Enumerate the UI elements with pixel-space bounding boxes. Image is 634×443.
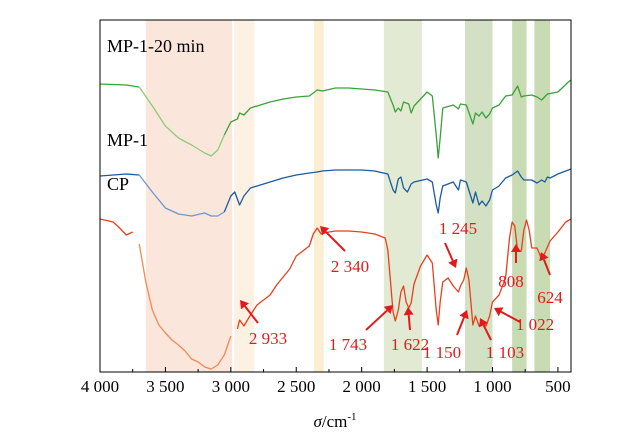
- x-tick-label-2500: 2 500: [277, 377, 315, 396]
- series-line-mp-1-broad: [138, 174, 225, 217]
- annotation-label-1743: 1 743: [329, 335, 367, 354]
- annotation-arrow-line-1245: [444, 242, 454, 262]
- series-line-mp-1-20-min-main: [223, 79, 571, 159]
- shaded-band-0: [145, 20, 233, 372]
- annotation-label-624: 624: [537, 288, 563, 307]
- x-axis-unit: /cm: [322, 412, 348, 431]
- shaded-band-5: [512, 20, 527, 372]
- shaded-band-6: [534, 20, 551, 372]
- series-line-mp-1-20-min-broad: [138, 86, 225, 157]
- annotation-arrowhead-1103: [479, 318, 489, 328]
- annotation-arrow-line-1622: [407, 314, 411, 331]
- x-tick-label-3500: 3 500: [146, 377, 184, 396]
- annotation-arrow-line-1103: [482, 324, 492, 341]
- annotation-label-808: 808: [498, 272, 524, 291]
- annotation-arrowhead-1743: [383, 305, 393, 315]
- annotation-arrowhead-624: [539, 252, 549, 262]
- x-tick-label-500: 500: [545, 377, 571, 396]
- annotation-label-1103: 1 103: [486, 343, 524, 362]
- annotation-arrow-line-1150: [456, 317, 465, 336]
- x-tick-label-1500: 1 500: [408, 377, 446, 396]
- series-line-cp-main: [236, 218, 571, 330]
- x-axis-unit-exponent: -1: [347, 411, 356, 423]
- annotation-arrow-line-2933: [244, 305, 259, 324]
- annotation-label-1245: 1 245: [439, 219, 477, 238]
- shaded-band-2: [313, 20, 324, 372]
- annotation-label-1150: 1 150: [423, 343, 461, 362]
- annotation-label-1022: 1 022: [516, 315, 554, 334]
- annotation-arrow-line-1743: [365, 309, 388, 331]
- x-axis-label: σ/cm-1: [313, 411, 356, 431]
- annotation-arrowhead-1022: [494, 307, 504, 317]
- annotation-label-2933: 2 933: [249, 329, 287, 348]
- x-tick-label-1000: 1 000: [473, 377, 511, 396]
- annotation-arrow-line-2340: [324, 230, 346, 252]
- annotation-arrow-line-624: [542, 259, 551, 276]
- x-tick-label-4000: 4 000: [81, 377, 119, 396]
- series-label-cp: CP: [107, 174, 129, 194]
- series-label-mp-1: MP-1: [107, 130, 148, 150]
- annotation-label-2340: 2 340: [331, 257, 369, 276]
- shaded-band-3: [383, 20, 422, 372]
- series-line-cp-broad: [138, 243, 232, 370]
- annotation-arrowhead-1150: [459, 310, 469, 320]
- annotation-arrowhead-808: [511, 244, 521, 252]
- series-line-cp-start: [100, 218, 133, 236]
- shaded-band-4: [465, 20, 493, 372]
- annotation-label-1622: 1 622: [391, 335, 429, 354]
- series-label-mp-1-20-min: MP-1-20 min: [107, 36, 205, 56]
- annotation-arrowhead-1622: [403, 307, 414, 316]
- annotation-arrowhead-2340: [320, 226, 330, 236]
- annotation-arrowhead-1245: [448, 258, 458, 268]
- series-line-mp-1-start: [100, 173, 140, 177]
- annotation-arrow-line-1022: [500, 310, 521, 323]
- series-line-mp-1-20-min-start: [100, 83, 140, 88]
- annotation-arrowhead-2933: [240, 300, 249, 310]
- x-axis-symbol: σ: [313, 412, 322, 431]
- x-tick-label-3000: 3 000: [212, 377, 250, 396]
- plot-frame: [99, 19, 572, 373]
- series-line-mp-1-main: [223, 168, 571, 214]
- x-tick-label-2000: 2 000: [343, 377, 381, 396]
